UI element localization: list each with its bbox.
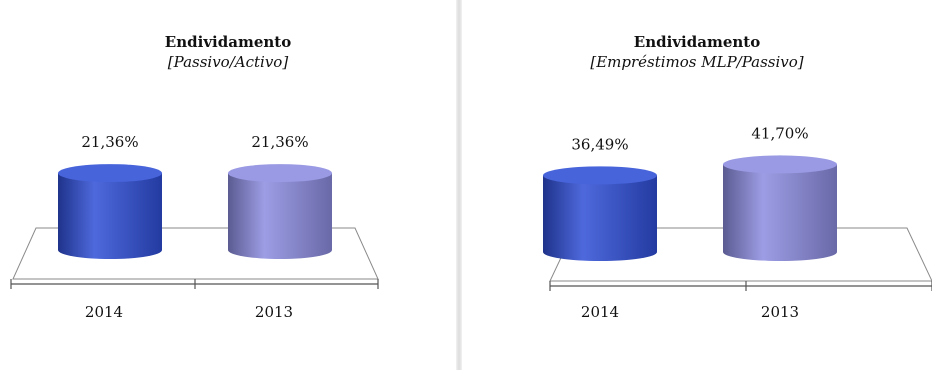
chart-title: Endividamento [633, 33, 761, 51]
chart-title: Endividamento [164, 33, 292, 51]
data-label: 41,70% [751, 124, 808, 142]
category-label: 2014 [85, 303, 123, 321]
chart-plot: 36,49% 41,70% 2014 2013 [543, 124, 932, 321]
category-label: 2013 [761, 303, 799, 321]
data-label: 21,36% [251, 133, 308, 151]
bar-2013 [228, 164, 332, 259]
cylinder-top [58, 164, 162, 183]
category-label: 2014 [581, 303, 619, 321]
cylinder-top [543, 166, 657, 185]
bar-2014 [543, 166, 657, 261]
data-label: 36,49% [571, 135, 628, 153]
cylinder-top [723, 155, 837, 174]
chart-subtitle: [Empréstimos MLP/Passivo] [590, 53, 804, 71]
cylinder-top [228, 164, 332, 183]
cylinder-body [723, 164, 837, 261]
cylinder-body [228, 173, 332, 259]
cylinder-body [58, 173, 162, 259]
chart-panel-passivo-activo: Endividamento [Passivo/Activo] 21,36% 21,… [0, 0, 456, 370]
bar-2013 [723, 155, 837, 261]
bar-2014 [58, 164, 162, 259]
category-label: 2013 [255, 303, 293, 321]
cylinder-body [543, 175, 657, 261]
panel-divider [456, 0, 462, 370]
chart-plot: 21,36% 21,36% 2014 2013 [10, 133, 379, 321]
chart-panel-emprestimos-passivo: Endividamento [Empréstimos MLP/Passivo] … [462, 0, 932, 370]
data-label: 21,36% [81, 133, 138, 151]
chart-subtitle: [Passivo/Activo] [167, 53, 289, 71]
